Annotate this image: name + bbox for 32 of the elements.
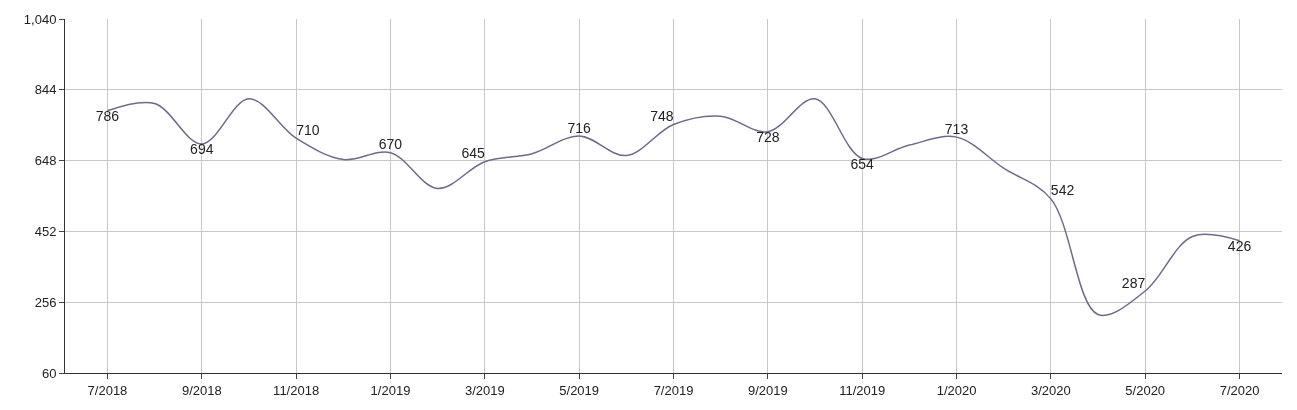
x-tick-label: 1/2020	[936, 382, 977, 398]
x-tick-label: 7/2020	[1219, 382, 1260, 398]
data-label: 670	[378, 136, 403, 153]
y-tick-label: 844	[34, 82, 57, 98]
data-label: 542	[1050, 182, 1075, 199]
y-tick-label: 452	[34, 223, 57, 239]
data-label: 713	[944, 120, 969, 137]
x-tick-label: 3/2019	[464, 382, 505, 398]
y-tick-label: 60	[41, 365, 57, 381]
x-tick-label: 9/2019	[747, 382, 788, 398]
data-label: 716	[567, 119, 592, 136]
x-tick-label: 9/2018	[181, 382, 222, 398]
x-tick-label: 5/2020	[1125, 382, 1166, 398]
data-label: 748	[650, 107, 674, 124]
x-tick-label: 5/2019	[559, 382, 600, 398]
data-label: 710	[296, 121, 320, 138]
x-tick-label: 11/2019	[839, 382, 886, 398]
data-label: 426	[1227, 238, 1252, 255]
data-label: 654	[850, 155, 875, 172]
data-label: 645	[461, 145, 486, 162]
data-label: 694	[190, 141, 214, 158]
y-tick-label: 648	[34, 153, 57, 169]
x-tick-label: 1/2019	[370, 382, 411, 398]
data-label: 287	[1121, 274, 1146, 291]
x-tick-label: 3/2020	[1030, 382, 1071, 398]
data-label: 786	[95, 108, 120, 125]
x-tick-label: 7/2019	[653, 382, 694, 398]
data-label: 728	[756, 129, 780, 146]
x-tick-label: 7/2018	[87, 382, 128, 398]
y-tick-label: 1,040	[23, 11, 57, 27]
x-tick-label: 11/2018	[273, 382, 320, 398]
y-tick-label: 256	[34, 294, 57, 310]
